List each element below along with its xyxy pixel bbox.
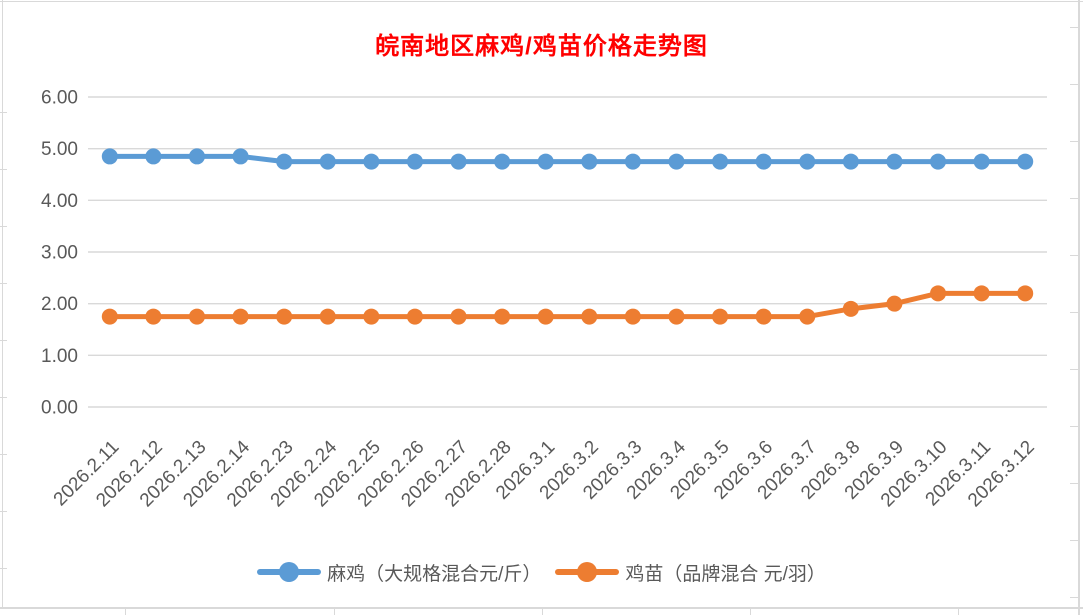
y-axis-tick-label: 3.00 xyxy=(41,243,78,264)
data-point xyxy=(188,308,205,325)
spreadsheet-gridline xyxy=(0,454,7,455)
data-point xyxy=(537,153,554,170)
data-point xyxy=(494,153,511,170)
data-point xyxy=(973,285,990,302)
data-point xyxy=(668,153,685,170)
spreadsheet-gridline xyxy=(1070,198,1078,199)
data-point xyxy=(319,153,336,170)
data-point xyxy=(886,153,903,170)
data-point xyxy=(494,308,511,325)
data-point xyxy=(145,308,162,325)
data-point xyxy=(1017,153,1034,170)
spreadsheet-gridline xyxy=(1070,84,1078,85)
circle-marker-icon xyxy=(279,562,300,582)
data-point xyxy=(232,308,249,325)
data-point xyxy=(450,153,467,170)
data-point xyxy=(145,148,162,165)
spreadsheet-gridline xyxy=(0,112,7,113)
spreadsheet-gridline xyxy=(0,607,1083,609)
data-point xyxy=(668,308,685,325)
spreadsheet-gridline xyxy=(1070,255,1078,256)
data-point xyxy=(624,308,641,325)
spreadsheet-gridline xyxy=(1070,312,1078,313)
spreadsheet-gridline xyxy=(0,511,7,512)
data-point xyxy=(712,153,729,170)
y-axis-tick-label: 5.00 xyxy=(41,139,78,160)
legend-label-machicken: 麻鸡（大规格混合元/斤） xyxy=(327,563,542,585)
data-point xyxy=(799,308,816,325)
data-point xyxy=(1017,285,1034,302)
y-axis-tick-label: 0.00 xyxy=(41,398,78,419)
spreadsheet-gridline xyxy=(1078,0,1080,615)
spreadsheet-gridline xyxy=(1070,27,1078,28)
spreadsheet-gridline xyxy=(334,608,335,615)
data-point xyxy=(973,153,990,170)
data-point xyxy=(188,148,205,165)
data-point xyxy=(886,295,903,312)
data-point xyxy=(842,153,859,170)
data-point xyxy=(450,308,467,325)
data-point xyxy=(406,308,423,325)
spreadsheet-gridline xyxy=(0,1,1083,2)
chart-title: 皖南地区麻鸡/鸡苗价格走势图 xyxy=(375,33,708,60)
y-axis-tick-label: 2.00 xyxy=(41,294,78,315)
spreadsheet-gridline xyxy=(0,283,7,284)
spreadsheet-gridline xyxy=(1070,369,1078,370)
data-point xyxy=(363,308,380,325)
legend-item-chick[interactable]: 鸡苗（品牌混合 元/羽） xyxy=(555,559,826,586)
spreadsheet-gridline xyxy=(1070,426,1078,427)
data-point xyxy=(581,308,598,325)
data-point xyxy=(581,153,598,170)
data-point xyxy=(363,153,380,170)
data-point xyxy=(276,153,293,170)
data-point xyxy=(842,300,859,317)
y-axis-tick-label: 4.00 xyxy=(41,191,78,212)
data-point xyxy=(755,153,772,170)
spreadsheet-gridline xyxy=(125,608,126,615)
spreadsheet-gridline xyxy=(0,169,7,170)
spreadsheet-gridline xyxy=(0,568,7,569)
spreadsheet-gridline xyxy=(1070,141,1078,142)
line-marker-icon xyxy=(257,562,322,582)
data-point xyxy=(930,153,947,170)
spreadsheet-gridline xyxy=(958,608,959,615)
spreadsheet-gridline xyxy=(1070,540,1078,541)
spreadsheet-gridline xyxy=(1070,483,1078,484)
data-point xyxy=(799,153,816,170)
data-point xyxy=(101,308,118,325)
spreadsheet-gridline xyxy=(0,397,7,398)
data-point xyxy=(930,285,947,302)
legend-item-machicken[interactable]: 麻鸡（大规格混合元/斤） xyxy=(257,559,541,586)
data-point xyxy=(406,153,423,170)
spreadsheet-gridline xyxy=(1070,597,1078,598)
data-point xyxy=(232,148,249,165)
series-line xyxy=(107,290,1028,320)
legend-label-chick: 鸡苗（品牌混合 元/羽） xyxy=(625,563,826,585)
y-axis-tick-label: 6.00 xyxy=(41,88,78,109)
data-point xyxy=(624,153,641,170)
spreadsheet-gridline xyxy=(0,340,7,341)
chart-legend: 麻鸡（大规格混合元/斤） 鸡苗（品牌混合 元/羽） xyxy=(0,556,1083,588)
y-axis-tick-label: 1.00 xyxy=(41,346,78,367)
spreadsheet-gridline xyxy=(750,608,751,615)
data-point xyxy=(276,308,293,325)
spreadsheet-gridline xyxy=(2,0,3,608)
data-point xyxy=(712,308,729,325)
data-point xyxy=(101,148,118,165)
spreadsheet-gridline xyxy=(0,226,7,227)
data-point xyxy=(319,308,336,325)
data-point xyxy=(537,308,554,325)
spreadsheet-gridline xyxy=(542,608,543,615)
series-line xyxy=(107,153,1028,165)
line-marker-icon xyxy=(555,562,620,582)
data-point xyxy=(755,308,772,325)
circle-marker-icon xyxy=(577,562,598,582)
